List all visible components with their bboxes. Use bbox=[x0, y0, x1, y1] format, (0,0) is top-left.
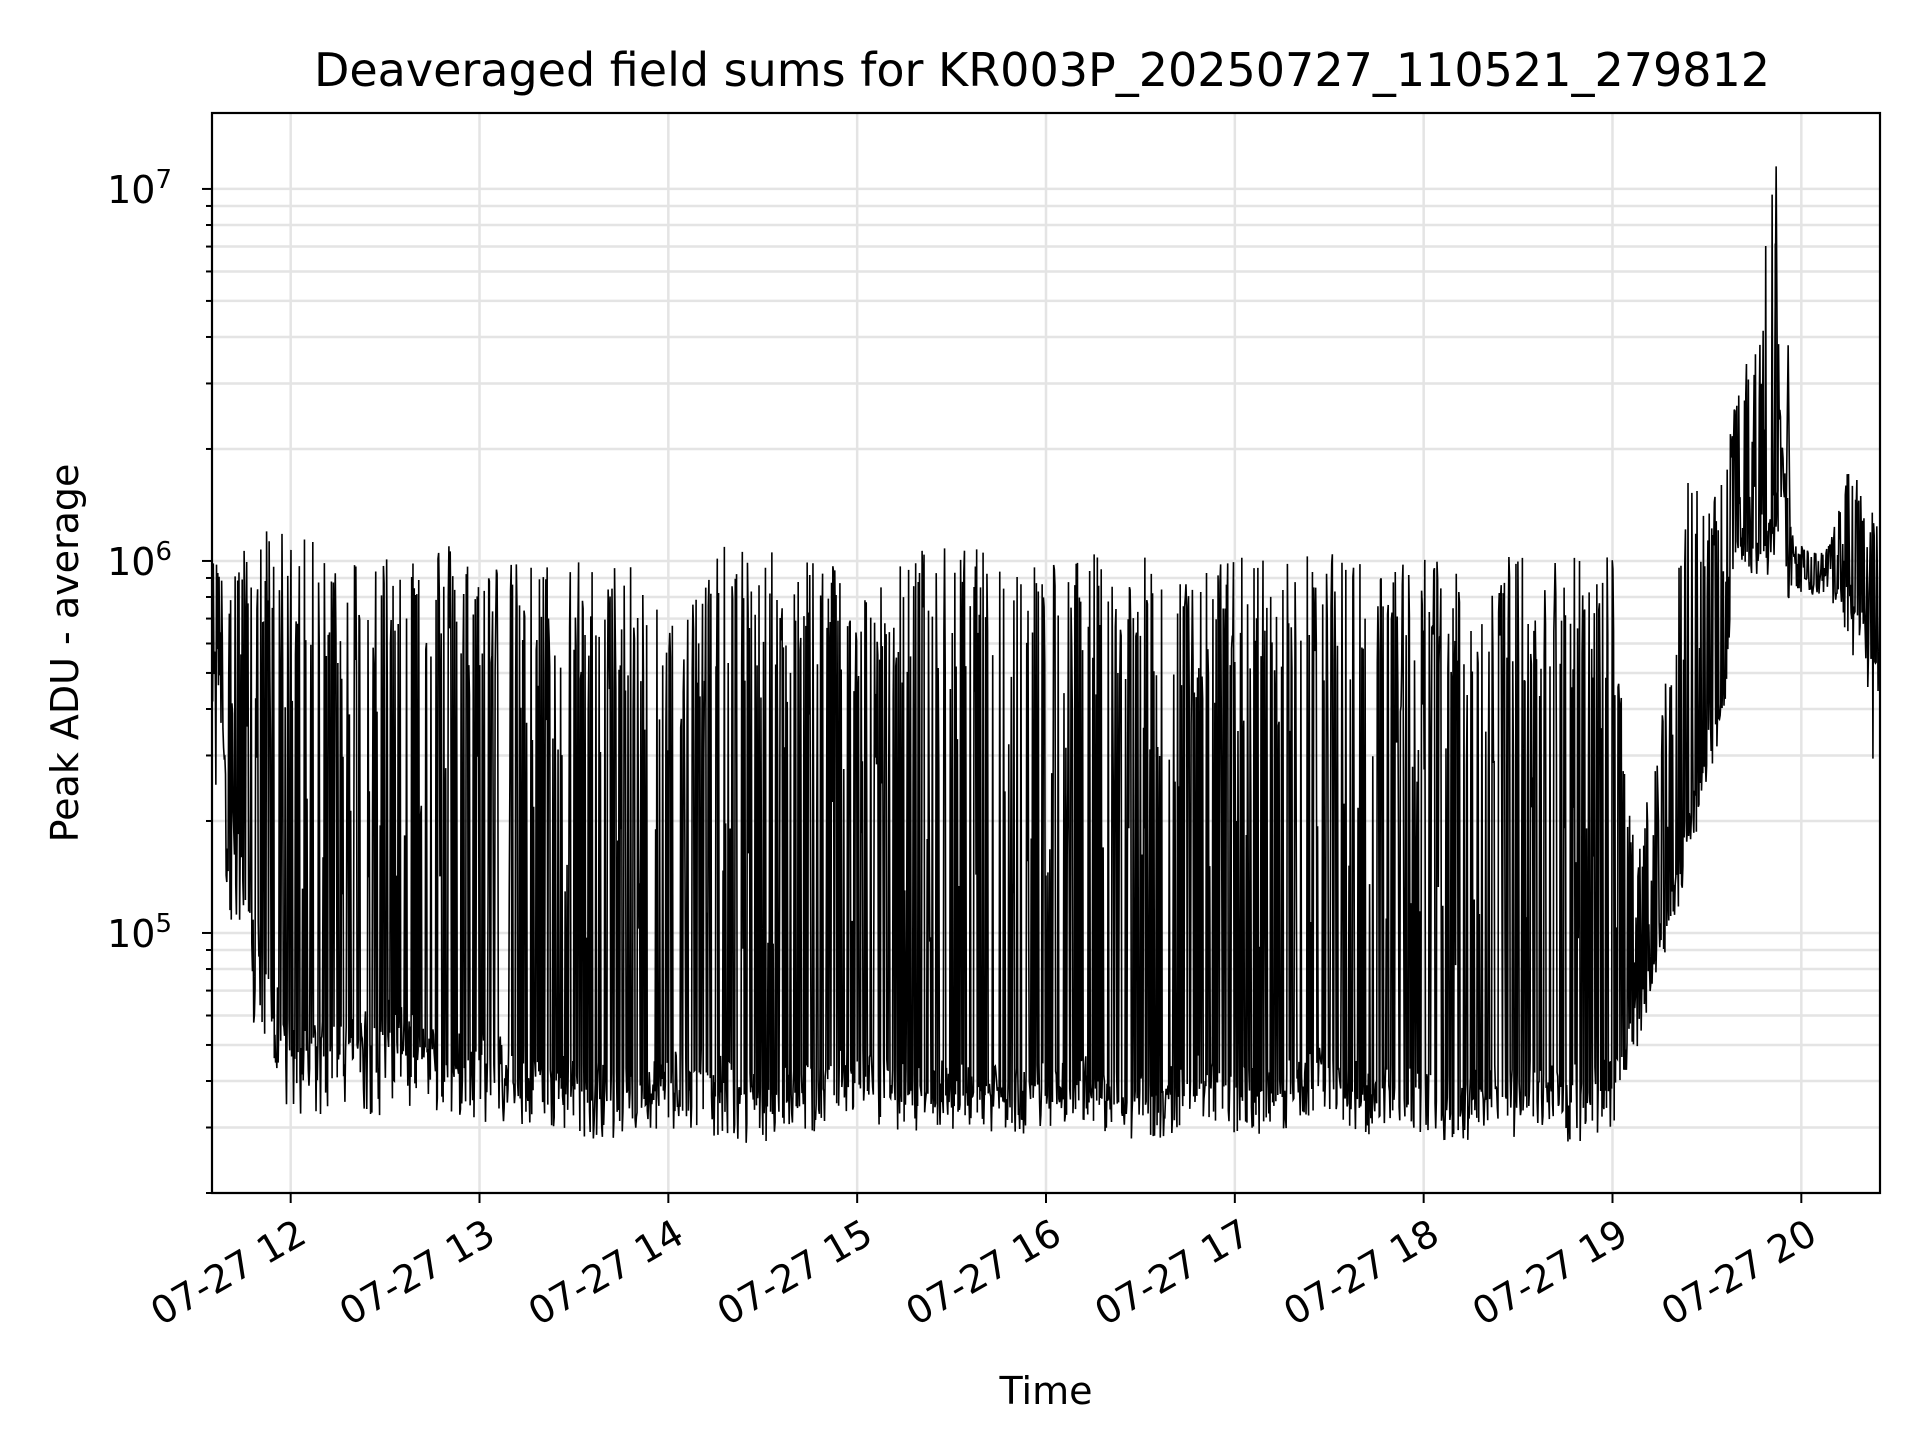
x-tick-label: 07-27 17 bbox=[1087, 1211, 1257, 1335]
x-tick-label: 07-27 20 bbox=[1654, 1211, 1824, 1335]
y-tick-label: 106 bbox=[107, 537, 172, 584]
y-tick-label: 105 bbox=[107, 909, 172, 956]
x-tick-label: 07-27 15 bbox=[710, 1211, 880, 1335]
x-tick-label: 07-27 19 bbox=[1465, 1211, 1635, 1335]
series-layer bbox=[212, 166, 1880, 1143]
series-line bbox=[212, 194, 1880, 1143]
x-tick-label: 07-27 13 bbox=[332, 1211, 502, 1335]
x-axis: 07-27 12 07-27 13 07-27 14 07-27 15 07-27 16… bbox=[143, 1193, 1824, 1334]
y-tick-label: 107 bbox=[107, 165, 172, 212]
x-tick-label: 07-27 14 bbox=[521, 1211, 691, 1335]
y-axis: 105 106 107 bbox=[107, 165, 212, 1194]
x-tick-label: 07-27 12 bbox=[143, 1211, 313, 1335]
chart-title: Deaveraged field sums for KR003P_2025072… bbox=[314, 43, 1770, 97]
series-peak-spike bbox=[1773, 166, 1791, 546]
x-tick-label: 07-27 18 bbox=[1276, 1211, 1446, 1335]
y-axis-label: Peak ADU - average bbox=[43, 464, 87, 843]
x-tick-label: 07-27 16 bbox=[899, 1211, 1069, 1335]
x-axis-label: Time bbox=[999, 1369, 1093, 1413]
